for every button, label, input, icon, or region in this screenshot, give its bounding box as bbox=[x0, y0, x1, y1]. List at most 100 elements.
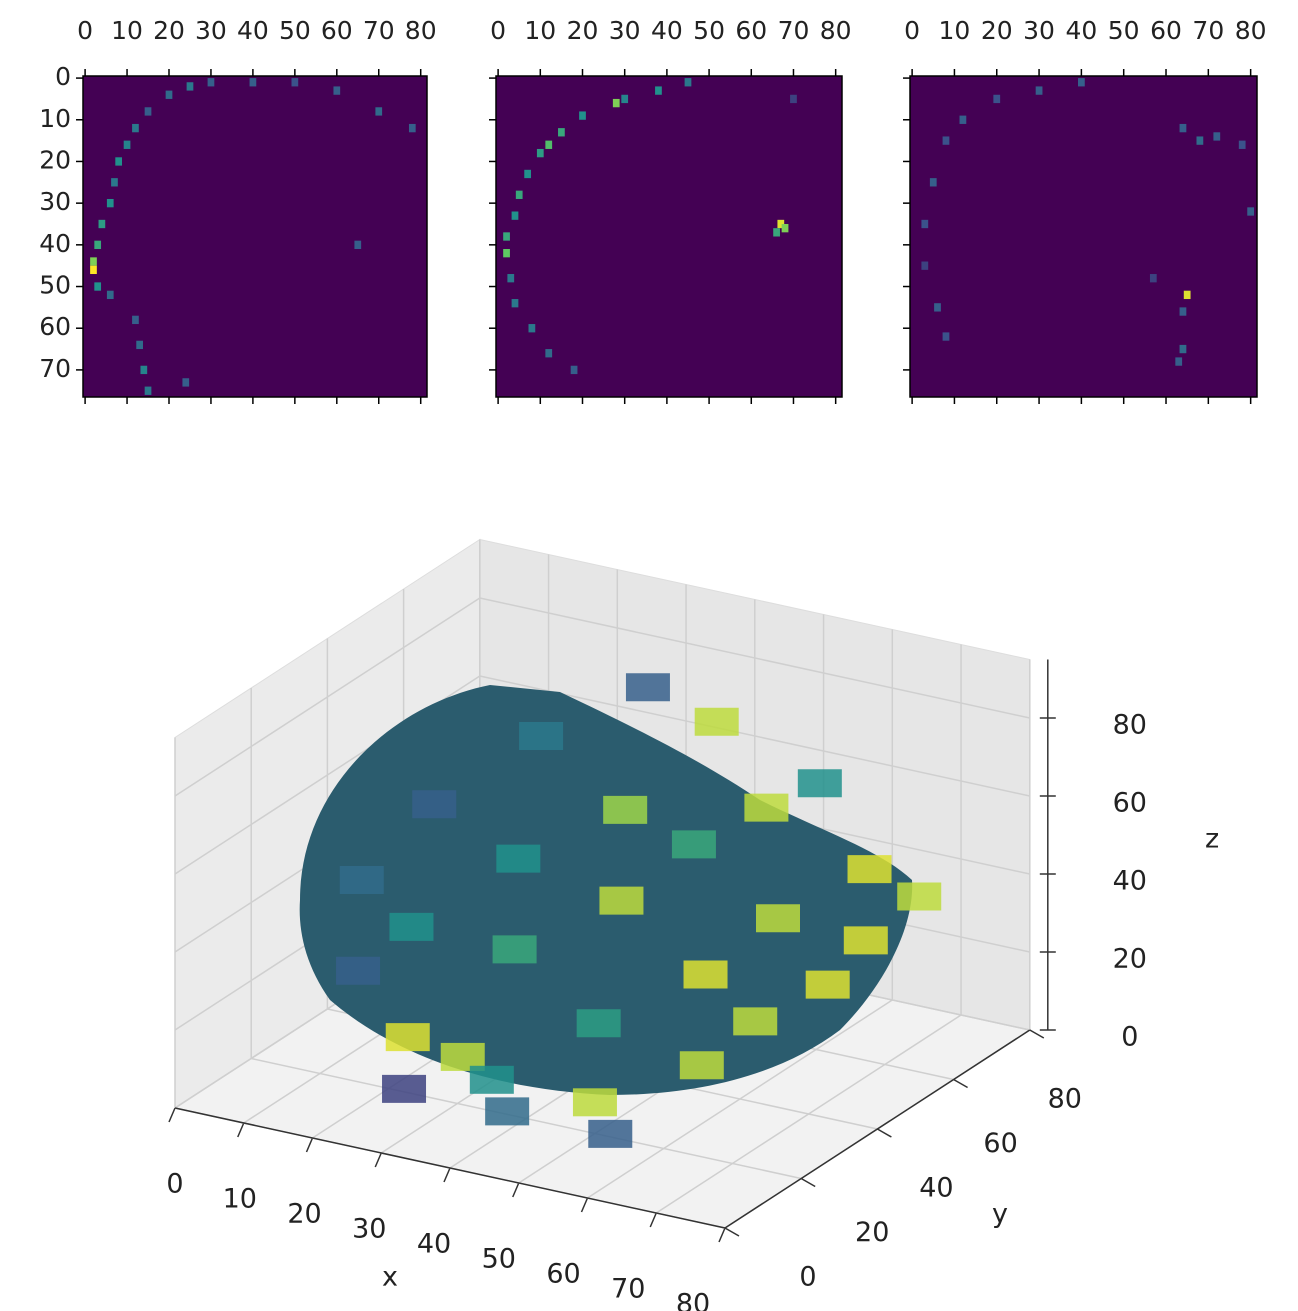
voxel bbox=[625, 673, 670, 702]
x-tick bbox=[168, 1107, 176, 1123]
cell bbox=[1175, 357, 1183, 366]
x-tick-label: 20 bbox=[567, 16, 599, 45]
x-tick bbox=[718, 1227, 726, 1243]
x-tick-label: 0 bbox=[490, 16, 506, 45]
voxel bbox=[756, 904, 800, 933]
x-tick-label: 60 bbox=[735, 16, 767, 45]
x-tick bbox=[237, 1122, 245, 1138]
cell bbox=[375, 107, 383, 116]
voxel bbox=[683, 960, 728, 989]
voxel bbox=[805, 970, 850, 999]
x-tick-label: 0 bbox=[166, 1169, 183, 1200]
y-tick-label: 40 bbox=[39, 229, 71, 258]
cell bbox=[1196, 136, 1204, 145]
cell bbox=[144, 386, 152, 395]
cell bbox=[106, 290, 114, 300]
voxel bbox=[897, 882, 942, 911]
y-tick bbox=[877, 1128, 892, 1138]
cell bbox=[942, 136, 950, 145]
y-tick-label: 60 bbox=[983, 1128, 1017, 1159]
cell bbox=[790, 94, 797, 104]
x-tick-label: 10 bbox=[223, 1184, 257, 1215]
z-tick-label: 40 bbox=[1113, 866, 1147, 897]
cell bbox=[140, 365, 148, 375]
cell bbox=[921, 219, 929, 229]
y-tick-label: 0 bbox=[55, 62, 71, 91]
x-tick-label: 50 bbox=[693, 16, 725, 45]
cell bbox=[144, 107, 152, 116]
voxel bbox=[843, 926, 888, 955]
x-tick-label: 80 bbox=[405, 16, 437, 45]
z-tick-label: 80 bbox=[1113, 710, 1147, 741]
x-axis-label: x bbox=[382, 1262, 398, 1293]
heatmap-panel: 0 10 20 30 40 50 60 70 80 bbox=[489, 16, 852, 404]
cell bbox=[136, 340, 143, 350]
cell bbox=[132, 315, 139, 325]
x-tick-label: 30 bbox=[609, 16, 641, 45]
heatmap-panel: 0 10 20 30 40 50 60 70 80 0 10 20 30 40 50 60 70 bbox=[39, 16, 437, 404]
cell bbox=[993, 94, 1001, 104]
cell bbox=[132, 123, 139, 133]
voxel bbox=[492, 935, 537, 964]
cell bbox=[536, 148, 544, 158]
cell bbox=[570, 365, 578, 375]
x-tick-label: 70 bbox=[778, 16, 810, 45]
cell bbox=[528, 324, 536, 333]
cell bbox=[249, 78, 257, 87]
cell bbox=[507, 274, 515, 283]
cell bbox=[1213, 132, 1221, 141]
cell bbox=[1238, 140, 1246, 149]
voxel bbox=[412, 790, 457, 819]
y-tick-label: 80 bbox=[1048, 1084, 1082, 1115]
voxel bbox=[485, 1097, 530, 1126]
voxel bbox=[603, 795, 648, 824]
cell bbox=[503, 232, 510, 241]
cell bbox=[123, 140, 131, 149]
cell bbox=[511, 299, 519, 308]
z-tick-label: 60 bbox=[1113, 788, 1147, 819]
x-tick-label: 60 bbox=[546, 1259, 580, 1290]
cell bbox=[959, 115, 967, 124]
cell bbox=[207, 78, 215, 87]
voxel bbox=[576, 1009, 621, 1038]
x-tick-label: 30 bbox=[195, 16, 227, 45]
x-tick-label: 40 bbox=[417, 1229, 451, 1260]
cell bbox=[1035, 86, 1043, 95]
cell bbox=[182, 378, 190, 387]
cell bbox=[781, 223, 789, 233]
cell bbox=[773, 228, 780, 237]
y-tick bbox=[724, 1227, 740, 1237]
x-tick bbox=[649, 1212, 657, 1228]
cell bbox=[291, 78, 299, 87]
axes-frame bbox=[909, 75, 1258, 398]
y-tick-label: 40 bbox=[919, 1173, 953, 1204]
y-tick-label: 60 bbox=[39, 312, 71, 341]
cell bbox=[503, 249, 510, 258]
cell bbox=[684, 78, 692, 87]
grid-line bbox=[174, 597, 481, 797]
cell bbox=[545, 349, 553, 358]
image-background bbox=[910, 76, 1257, 397]
x-tick-label: 20 bbox=[287, 1199, 321, 1230]
y-tick-label: 20 bbox=[855, 1217, 889, 1248]
axes-frame bbox=[495, 75, 843, 398]
voxel bbox=[389, 912, 434, 941]
cell bbox=[186, 82, 194, 91]
cell bbox=[165, 90, 173, 99]
grid-line bbox=[479, 675, 1030, 797]
z-axis-label: z bbox=[1205, 824, 1219, 855]
x-tick-label: 70 bbox=[363, 16, 395, 45]
heatmap-panel: 0 10 20 30 40 50 60 70 80 bbox=[903, 16, 1267, 404]
voxel bbox=[339, 866, 384, 894]
x-tick-label: 60 bbox=[1150, 16, 1182, 45]
voxel bbox=[733, 1007, 778, 1036]
y-tick bbox=[800, 1177, 816, 1188]
cell bbox=[545, 140, 553, 149]
x-tick-label: 30 bbox=[352, 1214, 386, 1245]
cell bbox=[1077, 78, 1085, 87]
x-tick-label: 30 bbox=[1023, 16, 1055, 45]
x-tick-label: 70 bbox=[1192, 16, 1224, 45]
y-tick bbox=[953, 1078, 968, 1089]
voxel bbox=[469, 1065, 514, 1094]
